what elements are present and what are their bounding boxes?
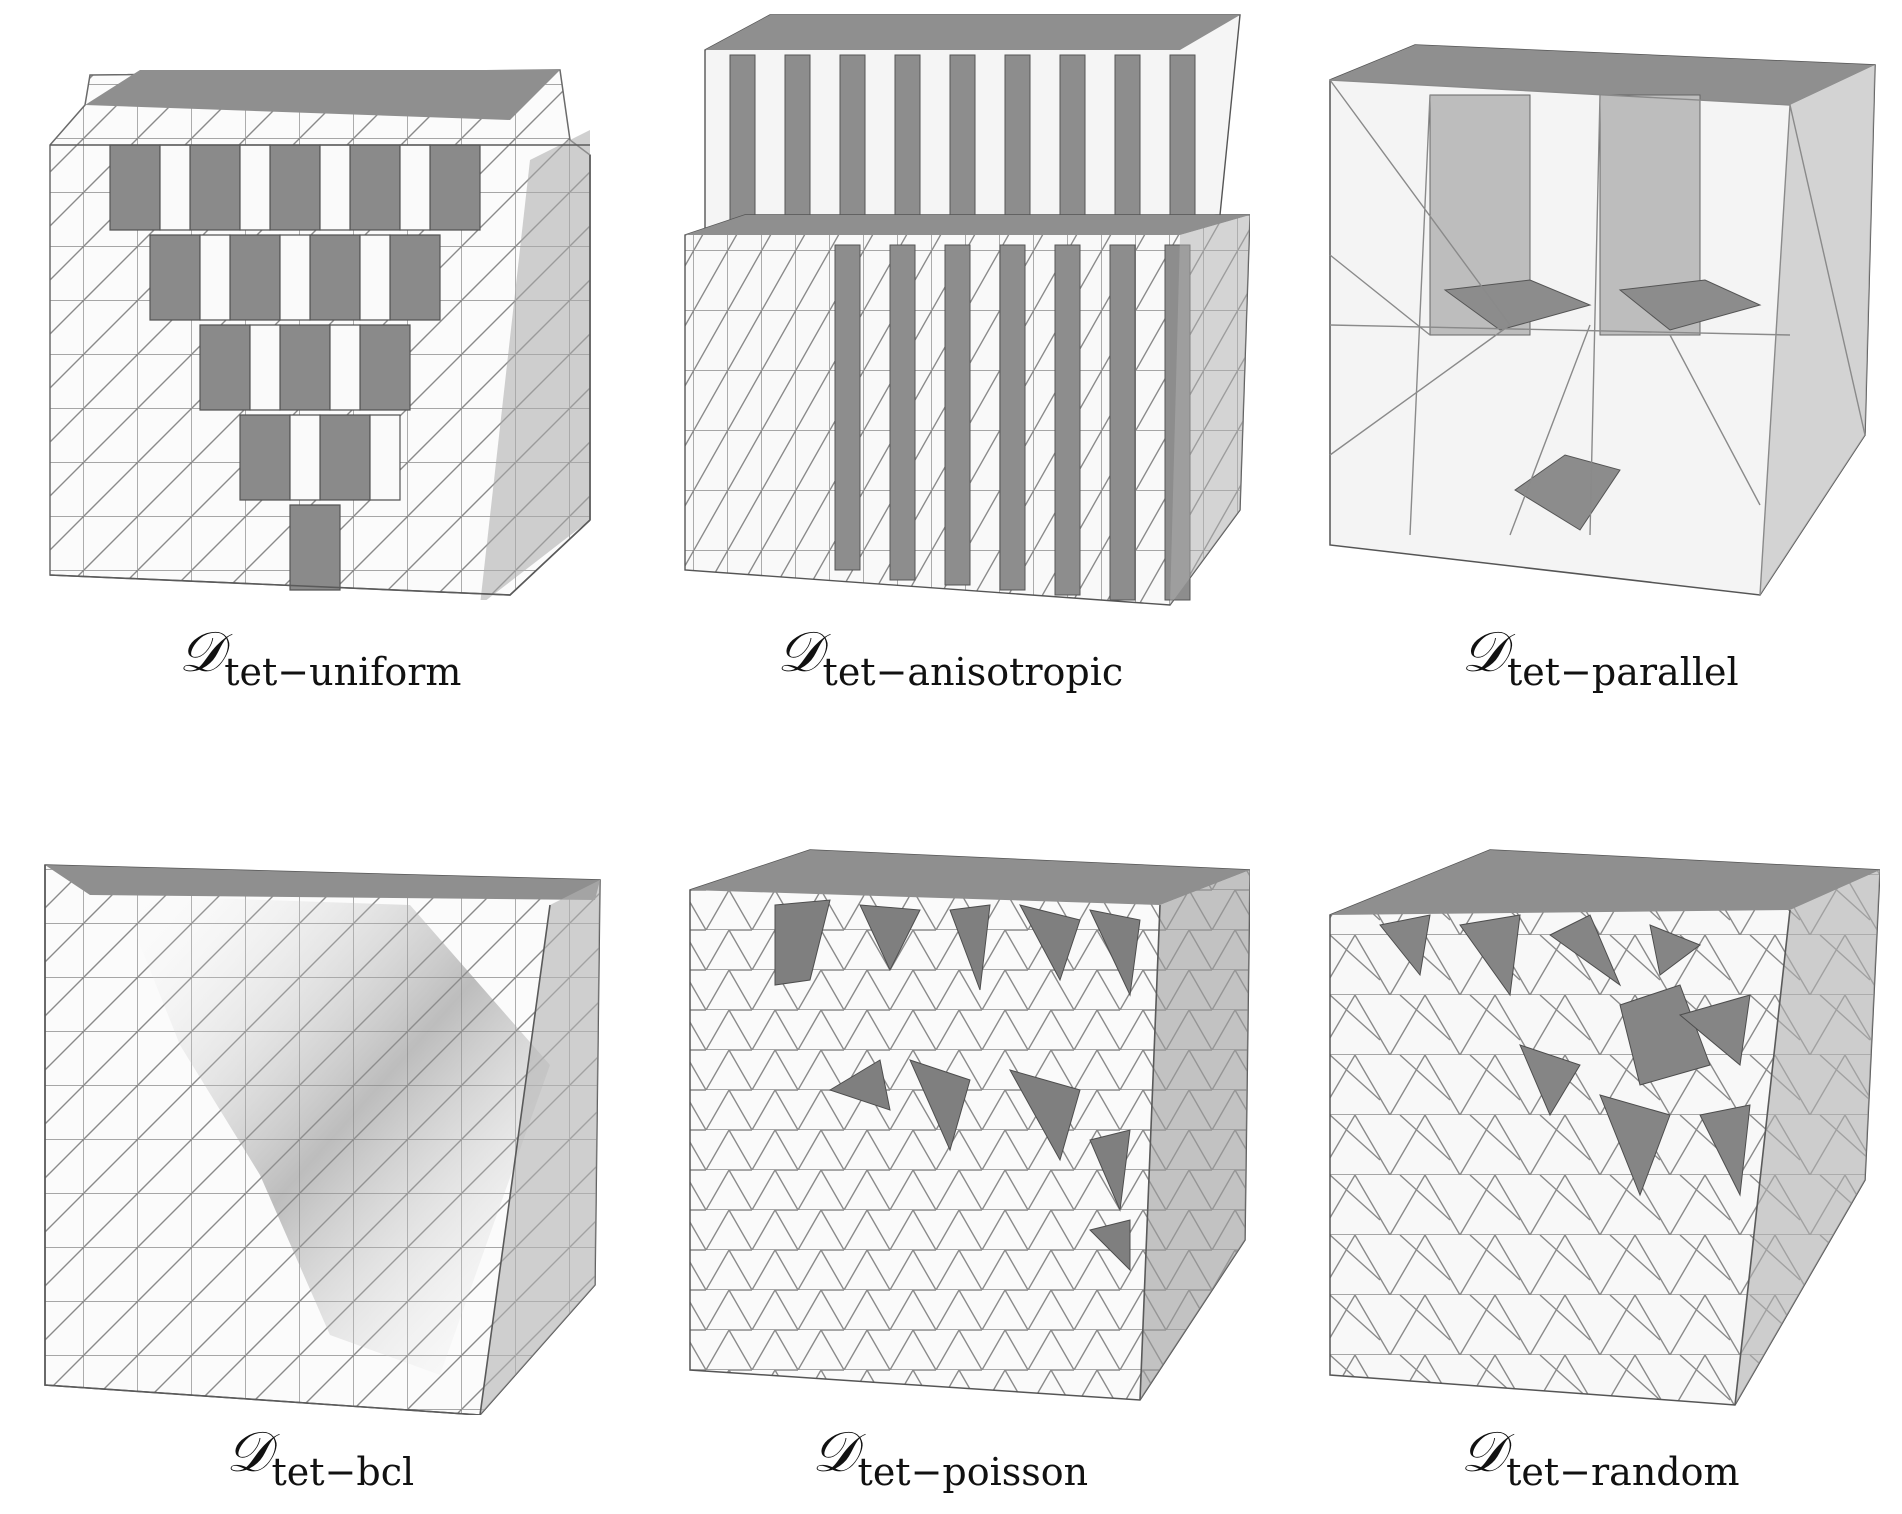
caption-subscript: tet−bcl — [271, 1450, 415, 1494]
panel-tet-uniform — [30, 30, 610, 600]
caption-tet-poisson: 𝒟tet−poisson — [670, 1420, 1230, 1494]
panel-tet-random — [1320, 815, 1880, 1415]
caption-subscript: tet−uniform — [224, 650, 462, 694]
caption-subscript: tet−parallel — [1507, 650, 1739, 694]
panel-tet-bcl — [30, 815, 610, 1415]
caption-tet-bcl: 𝒟tet−bcl — [40, 1420, 600, 1494]
caption-symbol: 𝒟 — [225, 1420, 272, 1485]
mesh-tet-parallel — [1329, 44, 1876, 596]
caption-subscript: tet−poisson — [857, 1450, 1089, 1494]
mesh-tet-random — [1329, 849, 1880, 1406]
panel-tet-anisotropic — [660, 10, 1250, 610]
mesh-tet-anisotropic — [684, 14, 1250, 606]
caption-tet-parallel: 𝒟tet−parallel — [1320, 620, 1880, 694]
panel-tet-poisson — [660, 810, 1250, 1410]
caption-symbol: 𝒟 — [811, 1420, 858, 1485]
caption-symbol: 𝒟 — [1461, 620, 1508, 685]
mesh-tet-bcl — [44, 864, 601, 1415]
caption-symbol: 𝒟 — [776, 620, 823, 685]
caption-tet-uniform: 𝒟tet−uniform — [40, 620, 600, 694]
mesh-tet-uniform — [49, 69, 591, 600]
caption-symbol: 𝒟 — [1460, 1420, 1507, 1485]
caption-symbol: 𝒟 — [178, 620, 225, 685]
caption-tet-anisotropic: 𝒟tet−anisotropic — [670, 620, 1230, 694]
caption-tet-random: 𝒟tet−random — [1320, 1420, 1880, 1494]
panel-tet-parallel — [1320, 35, 1880, 605]
caption-subscript: tet−random — [1506, 1450, 1740, 1494]
caption-subscript: tet−anisotropic — [822, 650, 1124, 694]
mesh-tet-poisson — [689, 849, 1250, 1401]
